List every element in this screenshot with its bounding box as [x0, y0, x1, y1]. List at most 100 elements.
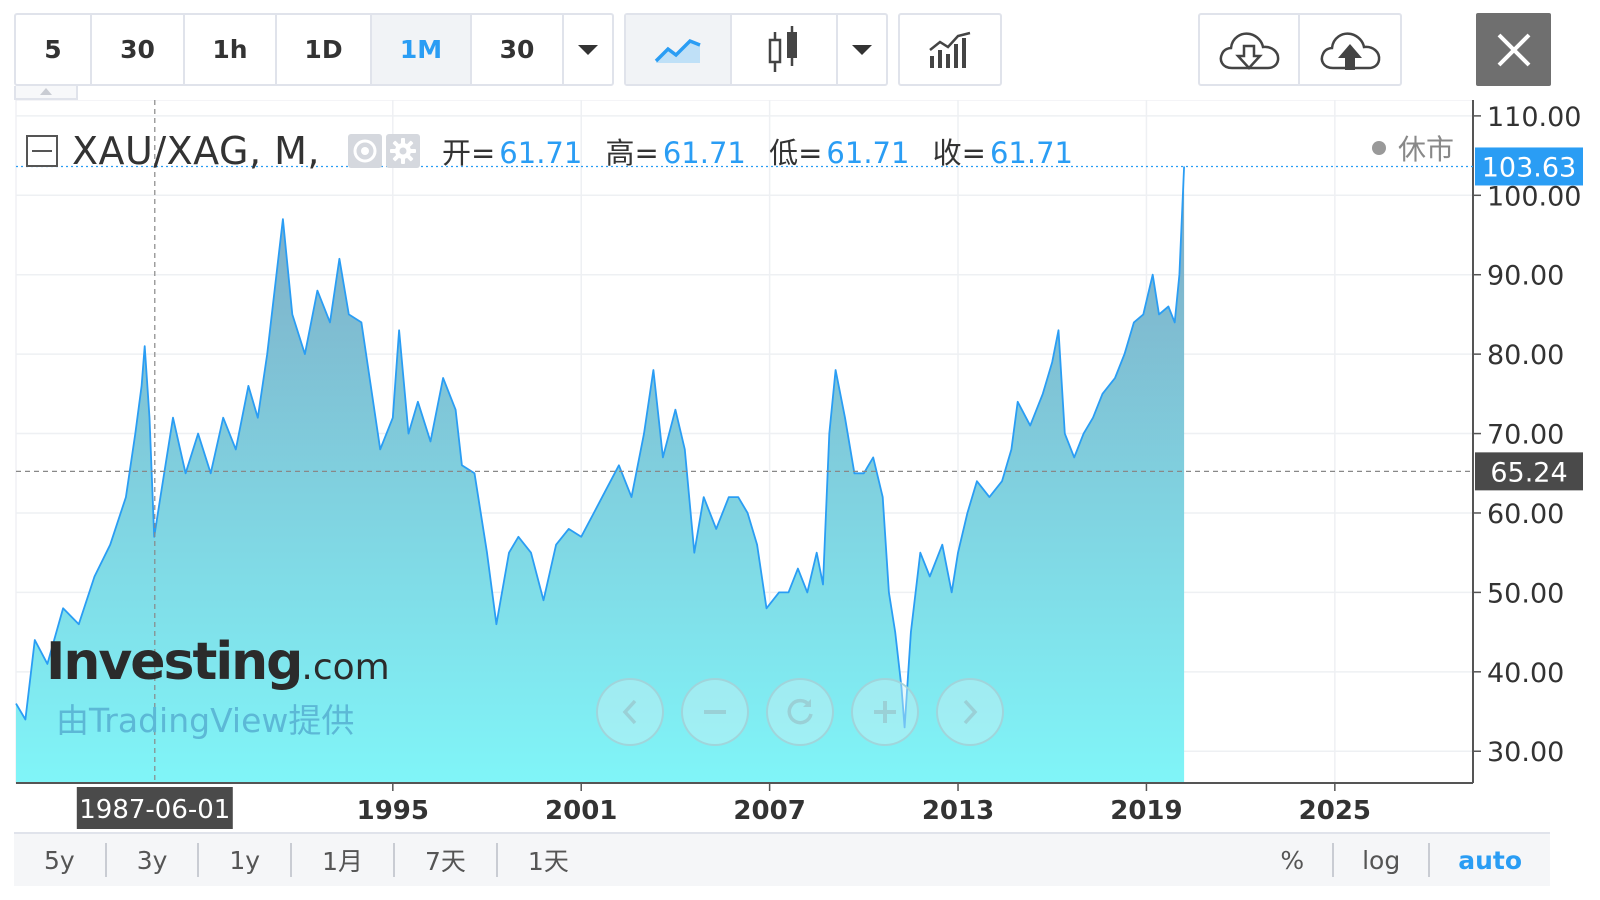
y-tick-label: 90.00	[1487, 261, 1564, 292]
interval-30[interactable]: 30	[92, 15, 185, 84]
close-icon	[1497, 33, 1530, 66]
close-value: 61.71	[989, 136, 1074, 170]
interval-dropdown-button[interactable]	[564, 15, 612, 84]
chevron-up-icon	[40, 88, 52, 95]
x-tick-label: 2007	[733, 796, 805, 826]
crosshair-date-tag	[76, 787, 233, 829]
last-price-label: 103.63	[1482, 152, 1576, 183]
log-scale-button[interactable]: log	[1332, 843, 1428, 877]
range-5y[interactable]: 5y	[14, 843, 107, 877]
bottom-bar: 5y 3y 1y 1月 7天 1天 % log auto	[14, 832, 1550, 886]
brand-logo: Investing.com	[46, 632, 390, 692]
zoom-out-button[interactable]	[681, 678, 749, 746]
high-label: 高=	[605, 136, 659, 170]
interval-5[interactable]: 5	[16, 15, 92, 84]
indicators-icon	[929, 31, 971, 68]
range-3y[interactable]: 3y	[107, 843, 200, 877]
settings-button[interactable]	[385, 134, 420, 168]
low-value: 61.71	[826, 136, 910, 170]
toolbar: 5 30 1h 1D 1M 30	[0, 0, 1600, 100]
dropdown-icon	[578, 44, 598, 55]
symbol-title: XAU/XAG, M,	[72, 129, 320, 173]
open-value: 61.71	[499, 136, 583, 170]
cloud-download-icon	[1219, 31, 1280, 70]
chevron-left-icon	[622, 699, 637, 725]
chevron-right-icon	[963, 699, 978, 725]
brand-suffix: .com	[301, 647, 390, 688]
zoom-in-button[interactable]	[851, 678, 919, 746]
save-chart-button[interactable]	[1300, 15, 1400, 84]
y-tick-label: 30.00	[1487, 737, 1564, 768]
cloud-upload-icon	[1320, 31, 1381, 70]
plus-icon	[874, 701, 896, 723]
y-tick-label: 80.00	[1487, 340, 1564, 371]
scale-options: % log auto	[1252, 834, 1550, 886]
low-label: 低=	[769, 136, 823, 170]
cloud-group	[1198, 13, 1402, 86]
indicators-button[interactable]	[900, 15, 1000, 84]
x-tick-label: 2025	[1299, 796, 1371, 826]
chart-type-dropdown-button[interactable]	[838, 15, 886, 84]
close-label: 收=	[932, 136, 986, 170]
y-tick-label: 110.00	[1487, 102, 1581, 133]
area-chart-button[interactable]	[626, 15, 732, 84]
toolbar-collapse-tab[interactable]	[14, 86, 78, 100]
gear-icon	[389, 138, 416, 164]
provider-label: 由TradingView提供	[56, 701, 355, 740]
y-tick-label: 40.00	[1487, 658, 1564, 689]
close-button[interactable]	[1476, 13, 1551, 86]
y-tick-label: 100.00	[1487, 181, 1581, 212]
percent-scale-button[interactable]: %	[1280, 845, 1305, 875]
auto-scale-button[interactable]: auto	[1428, 843, 1550, 877]
area-chart-icon	[654, 38, 701, 63]
minus-icon	[704, 710, 726, 714]
range-1-month[interactable]: 1月	[292, 843, 396, 877]
x-tick-label: 2019	[1110, 796, 1182, 826]
brand-name: Investing	[46, 632, 303, 692]
range-1y[interactable]: 1y	[199, 843, 293, 877]
scroll-left-button[interactable]	[596, 678, 664, 746]
series-line	[15, 166, 1185, 729]
ohlc-values: 开= 61.71 高= 61.71 低= 61.71 收= 61.71	[442, 130, 1087, 172]
dropdown-icon	[852, 44, 872, 55]
interval-30-alt[interactable]: 30	[472, 15, 564, 84]
x-tick-label: 1995	[357, 796, 429, 826]
market-status: 休市	[1372, 128, 1454, 168]
reset-button[interactable]	[766, 678, 834, 746]
crosshair-price-label: 65.24	[1490, 457, 1567, 488]
chart-navigation	[596, 678, 1021, 746]
collapse-icon[interactable]	[26, 135, 58, 167]
refresh-icon	[787, 698, 813, 725]
open-label: 开=	[441, 136, 496, 170]
crosshair-price-tag	[1475, 452, 1583, 491]
y-tick-label: 60.00	[1487, 499, 1564, 530]
series-area-fill	[16, 166, 1185, 783]
range-1-day[interactable]: 1天	[527, 847, 569, 876]
chart-area[interactable]: 110.00 100.00 90.00 80.00 70.00 60.00 50.00 40.…	[0, 100, 1600, 830]
scroll-right-button[interactable]	[936, 678, 1004, 746]
interval-1d[interactable]: 1D	[277, 15, 372, 84]
candlestick-button[interactable]	[732, 15, 838, 84]
x-tick-label: 2001	[545, 796, 617, 826]
visibility-button[interactable]	[347, 134, 382, 168]
range-7-days[interactable]: 7天	[395, 843, 498, 877]
price-chart[interactable]: 110.00 100.00 90.00 80.00 70.00 60.00 50.00 40.…	[0, 100, 1600, 830]
market-status-label: 休市	[1398, 133, 1455, 166]
interval-group: 5 30 1h 1D 1M 30	[14, 13, 614, 86]
interval-1m[interactable]: 1M	[372, 15, 472, 84]
candlestick-icon	[768, 25, 797, 72]
eye-icon	[353, 139, 377, 163]
y-tick-label: 50.00	[1487, 578, 1564, 609]
crosshair-date-label: 1987-06-01	[79, 795, 230, 825]
high-value: 61.71	[662, 136, 746, 170]
interval-1h[interactable]: 1h	[185, 15, 277, 84]
chart-type-group	[624, 13, 888, 86]
status-dot-icon	[1372, 141, 1386, 155]
y-tick-label: 70.00	[1487, 420, 1564, 451]
watermark: Investing.com 由TradingView提供	[46, 632, 390, 742]
x-tick-label: 2013	[922, 796, 994, 826]
indicators-group	[898, 13, 1002, 86]
last-price-tag	[1475, 147, 1583, 186]
chart-legend: XAU/XAG, M, 开= 61.71 高= 61.71 低= 61.71 收= 61…	[26, 125, 1087, 177]
load-chart-button[interactable]	[1200, 15, 1300, 84]
